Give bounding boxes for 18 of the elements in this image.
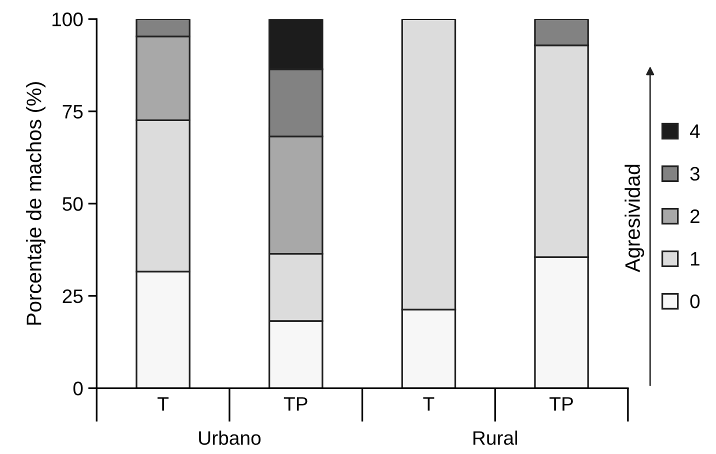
y-axis-title: Porcentaje de machos (%) xyxy=(26,82,46,325)
x-tick-label: TP xyxy=(550,397,573,411)
y-tick-label: 75 xyxy=(62,105,83,119)
legend-label: 4 xyxy=(690,124,700,138)
legend-label: 3 xyxy=(690,166,700,181)
x-tick-label: T xyxy=(158,397,169,411)
legend-label: 2 xyxy=(690,209,700,223)
text: Urbano xyxy=(199,430,261,445)
legend-title: Agresividad xyxy=(624,164,644,272)
legend-label: 1 xyxy=(691,252,700,266)
y-tick-label: 25 xyxy=(62,289,83,304)
y-tick-label: 100 xyxy=(52,12,83,26)
text: Rural xyxy=(473,430,518,445)
y-tick-label: 0 xyxy=(73,382,83,396)
legend-label: 0 xyxy=(690,294,700,308)
x-tick-label: T xyxy=(423,397,434,411)
x-tick-label: TP xyxy=(284,397,308,411)
y-tick-label: 50 xyxy=(62,197,83,211)
